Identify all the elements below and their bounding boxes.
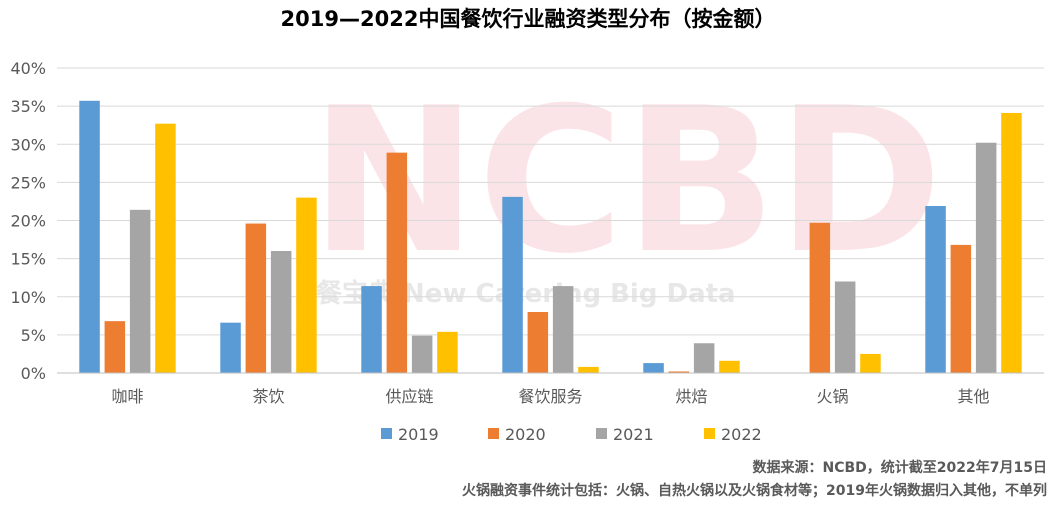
bar-2020-供应链 xyxy=(386,152,408,373)
chart-title: 2019—2022中国餐饮行业融资类型分布（按金额） xyxy=(281,7,776,31)
bar-2021-烘焙 xyxy=(693,343,715,373)
watermark-logo: NCBD xyxy=(310,65,943,298)
y-tick-label: 35% xyxy=(10,97,46,116)
bar-2022-咖啡 xyxy=(155,123,176,373)
bar-2021-其他 xyxy=(975,142,997,373)
y-tick-label: 0% xyxy=(21,364,46,383)
legend-swatch-2020 xyxy=(488,428,499,439)
y-tick-label: 40% xyxy=(10,59,46,78)
bar-2019-茶饮 xyxy=(220,322,241,373)
bar-2020-其他 xyxy=(950,244,972,373)
x-category-label: 餐饮服务 xyxy=(518,387,582,406)
gridlines xyxy=(57,67,1044,336)
scope-note: 火锅融资事件统计包括：火锅、自热火锅以及火锅食材等；2019年火锅数据归入其他，… xyxy=(462,482,1047,499)
bar-2022-餐饮服务 xyxy=(578,366,599,373)
x-category-label: 供应链 xyxy=(385,387,433,406)
legend: 2019 2020 2021 2022 xyxy=(381,425,762,444)
bar-2021-火锅 xyxy=(834,281,856,373)
legend-label: 2021 xyxy=(613,425,654,444)
y-tick-label: 10% xyxy=(10,288,46,307)
y-tick-label: 25% xyxy=(10,173,46,192)
y-tick-label: 5% xyxy=(21,326,46,345)
bar-2020-烘焙 xyxy=(668,371,690,373)
bar-2019-烘焙 xyxy=(643,363,664,373)
bar-2020-火锅 xyxy=(809,222,831,373)
watermark-tagline: 餐宝典 New Catering Big Data xyxy=(316,278,736,309)
y-tick-label: 30% xyxy=(10,135,46,154)
bar-2021-茶饮 xyxy=(270,251,292,373)
bar-2019-咖啡 xyxy=(79,100,100,373)
x-category-label: 咖啡 xyxy=(111,387,143,406)
x-category-label: 烘焙 xyxy=(675,387,707,406)
bar-2020-茶饮 xyxy=(245,223,267,373)
legend-swatch-2022 xyxy=(704,428,715,439)
legend-swatch-2021 xyxy=(596,428,607,439)
bar-2020-餐饮服务 xyxy=(527,312,549,373)
y-tick-label: 20% xyxy=(10,212,46,231)
watermark: NCBD 餐宝典 New Catering Big Data xyxy=(310,65,943,309)
x-axis-categories: 咖啡 茶饮 供应链 餐饮服务 烘焙 火锅 其他 xyxy=(111,387,989,406)
bar-2020-咖啡 xyxy=(104,321,126,373)
y-axis-ticks: 0% 5% 10% 15% 20% 25% 30% 35% 40% xyxy=(10,59,46,383)
y-tick-label: 15% xyxy=(10,250,46,269)
bar-2022-烘焙 xyxy=(719,360,740,373)
bar-2021-餐饮服务 xyxy=(552,286,574,373)
source-note: 数据来源：NCBD，统计截至2022年7月15日 xyxy=(753,459,1047,476)
bar-2019-其他 xyxy=(925,206,946,373)
bar-2019-餐饮服务 xyxy=(502,196,523,373)
x-category-label: 茶饮 xyxy=(252,387,284,406)
legend-label: 2022 xyxy=(721,425,762,444)
bar-2022-火锅 xyxy=(860,353,881,373)
bars xyxy=(79,100,1022,374)
bar-2021-咖啡 xyxy=(129,209,151,373)
x-category-label: 其他 xyxy=(957,387,989,406)
bar-2022-茶饮 xyxy=(296,197,317,373)
bar-2021-供应链 xyxy=(411,335,433,373)
legend-swatch-2019 xyxy=(381,428,392,439)
bar-2022-供应链 xyxy=(437,331,458,373)
bar-2022-其他 xyxy=(1001,112,1022,374)
legend-label: 2020 xyxy=(505,425,546,444)
legend-label: 2019 xyxy=(398,425,439,444)
x-category-label: 火锅 xyxy=(816,387,848,406)
bar-2019-供应链 xyxy=(361,286,382,373)
